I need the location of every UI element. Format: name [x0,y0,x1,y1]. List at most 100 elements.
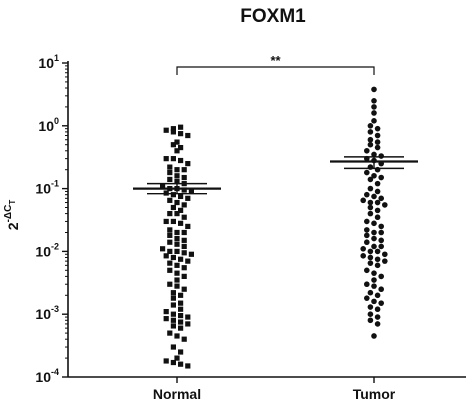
data-point-tumor [378,223,385,230]
y-axis-label-exp-prefix: -Δ [3,212,14,223]
data-point-normal [163,218,169,225]
data-point-normal [174,270,180,276]
data-point-normal [167,248,173,254]
data-point-tumor [371,193,377,200]
data-point-tumor [371,151,377,158]
data-point-normal [178,220,184,226]
data-point-tumor [374,144,381,151]
svg-text:2-ΔCT: 2-ΔCT [3,200,21,231]
data-point-normal [170,129,176,135]
data-point-normal [174,248,180,254]
data-point-normal [167,164,173,170]
y-tick-label: 101 [38,53,59,71]
data-point-normal [174,241,180,247]
data-point-tumor [374,321,381,327]
data-point-tumor [371,229,377,236]
data-point-normal [174,229,180,236]
data-point-normal [174,277,180,283]
y-tick-label: 10-3 [35,304,59,322]
data-point-tumor [371,283,377,289]
data-point-normal [167,210,173,217]
data-point-tumor [367,204,374,211]
data-point-normal [170,192,176,198]
data-point-tumor [367,185,374,192]
y-axis-label-exp-main: C [3,205,14,212]
data-point-normal [178,319,184,325]
data-point-normal [167,169,173,176]
data-point-normal [181,286,187,292]
data-point-normal [181,237,187,243]
data-point-normal [170,218,176,225]
data-point-normal [163,309,169,315]
data-point-tumor [367,136,374,143]
data-point-normal [170,142,176,148]
data-point-tumor [378,174,385,181]
y-tick-label: 10-4 [35,367,59,385]
data-point-normal [185,321,191,327]
data-point-normal [174,139,180,145]
data-point-tumor [371,333,377,339]
y-axis-label-base: 2 [5,222,21,230]
data-point-tumor [367,311,374,318]
y-axis-label-exp-sub: T [8,200,17,205]
chart-title: FOXM1 [240,6,306,27]
data-point-normal [174,210,180,217]
data-point-normal [170,317,176,323]
data-point-normal [170,295,176,301]
data-point-normal [185,195,191,201]
data-point-normal [188,251,194,257]
data-point-tumor [364,169,370,176]
data-point-normal [174,235,180,242]
data-point-tumor [367,248,374,255]
data-point-tumor [367,176,374,183]
data-point-normal [167,227,173,233]
data-point-tumor [367,254,374,261]
data-point-tumor [371,118,377,124]
data-point-tumor [371,270,377,276]
data-point-normal [178,325,184,331]
data-point-tumor [364,239,370,246]
data-point-tumor [364,267,370,274]
x-categories: Normal Tumor [153,377,396,402]
data-point-tumor [374,262,381,269]
data-point-tumor [378,153,385,159]
data-points [160,86,388,369]
data-point-normal [181,202,187,208]
data-point-normal [185,161,191,167]
data-point-tumor [364,281,370,288]
data-point-normal [167,176,173,183]
data-point-tumor [371,104,377,110]
data-point-tumor [367,129,374,135]
data-point-normal [181,174,187,181]
data-point-tumor [378,300,385,306]
data-point-tumor [371,172,377,179]
data-point-tumor [367,199,374,206]
data-point-tumor [378,195,385,202]
data-point-normal [174,148,180,154]
data-point-tumor [374,125,381,132]
y-axis-label: 2-ΔCT [3,200,21,231]
data-point-tumor [360,246,367,252]
data-point-tumor [367,210,374,217]
data-point-tumor [382,202,388,208]
data-point-tumor [371,243,377,250]
axes [67,61,466,378]
data-point-tumor [371,98,377,104]
y-ticks: 101 100 10-1 10-2 10-3 10-4 [35,53,68,385]
data-point-tumor [374,132,381,139]
data-point-normal [181,167,187,173]
data-point-normal [188,188,194,195]
data-point-normal [178,349,184,355]
data-point-normal [170,344,176,350]
data-point-normal [174,178,180,185]
data-point-tumor [367,141,374,148]
data-point-normal [167,197,173,203]
data-point-normal [170,126,176,132]
data-point-normal [185,223,191,230]
data-point-normal [174,173,180,179]
data-point-tumor [374,248,381,255]
data-point-normal [178,157,184,164]
data-point-normal [178,131,184,137]
data-point-normal [167,330,173,336]
data-point-normal [174,355,180,361]
